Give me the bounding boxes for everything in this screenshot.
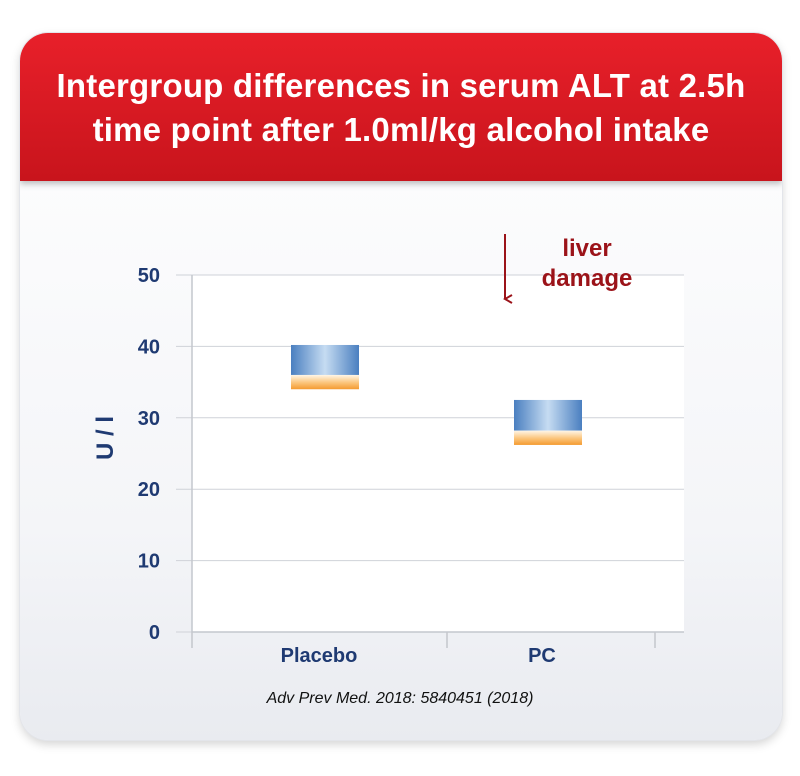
bar-upper-pc <box>514 399 582 431</box>
x-tick-label: Placebo <box>281 645 358 667</box>
citation: Adv Prev Med. 2018: 5840451 (2018) <box>266 690 534 707</box>
y-axis-label: U / l <box>92 416 119 460</box>
title-banner: Intergroup differences in serum ALT at 2… <box>20 33 782 181</box>
x-tick-label: PC <box>528 645 556 667</box>
axes <box>191 275 684 648</box>
labels: 0 10 20 30 40 50 U / l Placebo PC <box>92 265 556 667</box>
bar-lower-placebo <box>291 374 359 390</box>
annotation: liver damage <box>505 234 632 299</box>
bar-lower-pc <box>514 430 582 445</box>
y-tick-label: 30 <box>138 408 160 430</box>
chart-title: Intergroup differences in serum ALT at 2… <box>56 67 746 148</box>
bar-upper-placebo <box>291 344 359 375</box>
bars <box>291 344 582 445</box>
y-tick-label: 40 <box>138 336 160 358</box>
plot-area <box>192 275 684 632</box>
y-tick-label: 50 <box>138 265 160 287</box>
annotation-text: liver <box>562 235 611 262</box>
y-tick-label: 0 <box>149 622 160 644</box>
y-tick-label: 20 <box>138 479 160 501</box>
y-tick-label: 10 <box>138 551 160 573</box>
annotation-text: damage <box>542 265 633 292</box>
